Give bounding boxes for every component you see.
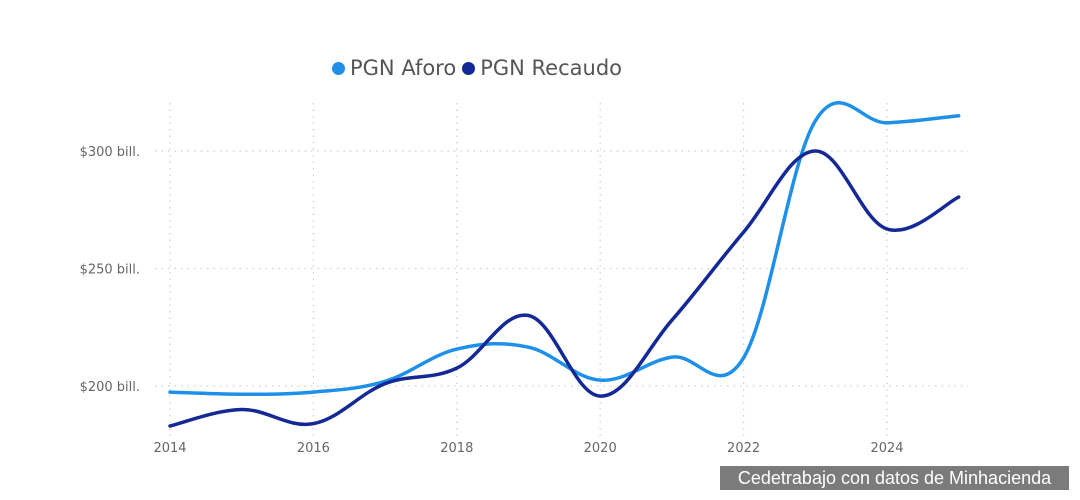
legend-item-recaudo[interactable]: PGN Recaudo: [462, 56, 622, 80]
series-line-aforo[interactable]: [168, 101, 961, 396]
series-line-recaudo[interactable]: [168, 149, 961, 428]
y-axis: $200 bill. $250 bill. $300 bill.: [80, 145, 140, 395]
x-tick-label: 2020: [584, 441, 617, 456]
y-tick-label: $250 bill.: [80, 263, 140, 278]
x-tick-label: 2016: [297, 441, 330, 456]
legend-item-aforo[interactable]: PGN Aforo: [332, 56, 456, 80]
series-lines: [168, 101, 961, 428]
y-tick-label: $200 bill.: [80, 380, 140, 395]
x-tick-label: 2018: [440, 441, 473, 456]
source-note: Cedetrabajo con datos de Minhacienda: [720, 466, 1069, 490]
x-axis: 2014 2016 2018 2020 2022 2024: [153, 441, 903, 456]
legend-dot-icon: [462, 61, 476, 75]
x-tick-label: 2024: [870, 441, 903, 456]
legend-dot-icon: [332, 61, 345, 75]
x-tick-label: 2022: [727, 441, 760, 456]
legend: PGN Aforo PGN Recaudo: [332, 56, 628, 80]
x-tick-label: 2014: [153, 441, 186, 456]
gridlines: [155, 103, 968, 436]
legend-label: PGN Recaudo: [480, 56, 622, 80]
y-tick-label: $300 bill.: [80, 145, 140, 160]
legend-label: PGN Aforo: [350, 56, 457, 80]
